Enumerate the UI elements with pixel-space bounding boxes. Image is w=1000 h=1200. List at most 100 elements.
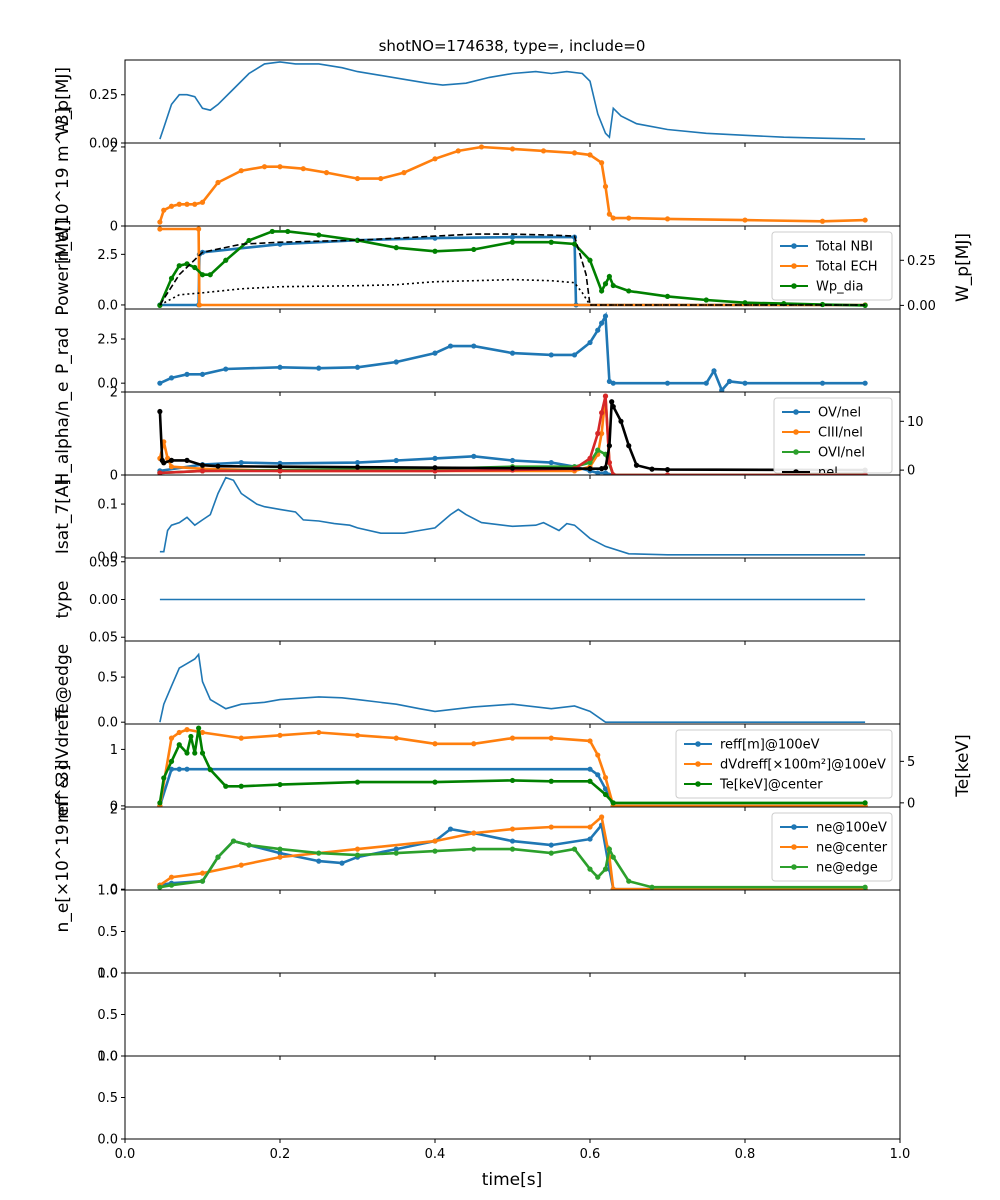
data-point (432, 249, 437, 254)
legend-entry: nel (818, 466, 838, 481)
data-point (339, 861, 344, 866)
data-point (200, 200, 205, 205)
series-group (160, 478, 865, 555)
y2-tick-label: 0.25 (907, 254, 936, 269)
data-point (603, 313, 608, 318)
data-point (169, 736, 174, 741)
series-line-total-nbi (160, 237, 865, 305)
data-point (607, 212, 612, 217)
data-point (200, 272, 205, 277)
data-point (510, 146, 515, 151)
y-tick-label: 0.1 (97, 498, 118, 513)
data-point (572, 847, 577, 852)
data-point (394, 851, 399, 856)
data-point (599, 288, 604, 293)
y2-tick-label: 10 (907, 415, 924, 430)
data-point (188, 734, 193, 739)
data-point (863, 381, 868, 386)
data-point (184, 727, 189, 732)
y-tick-label: 0 (110, 220, 118, 235)
data-point (572, 241, 577, 246)
data-point (192, 265, 197, 270)
data-point (510, 466, 515, 471)
legend-marker (695, 741, 701, 747)
y2-tick-label: 0.00 (907, 299, 936, 314)
data-point (618, 419, 623, 424)
data-point (215, 180, 220, 185)
data-point (355, 733, 360, 738)
data-point (510, 826, 515, 831)
data-point (277, 782, 282, 787)
data-point (742, 217, 747, 222)
data-point (603, 394, 608, 399)
data-point (626, 443, 631, 448)
data-point (355, 460, 360, 465)
data-point (277, 847, 282, 852)
data-point (432, 741, 437, 746)
legend-entry: Te[keV]@center (719, 778, 823, 793)
y-axis-label: Power[MW] (53, 219, 73, 315)
axes-frame (125, 60, 900, 143)
data-point (161, 460, 166, 465)
data-point (471, 343, 476, 348)
data-point (215, 855, 220, 860)
series-group (160, 655, 865, 723)
axes-frame (125, 641, 900, 724)
data-point (649, 467, 654, 472)
data-point (316, 851, 321, 856)
data-point (432, 456, 437, 461)
data-point (239, 168, 244, 173)
data-point (510, 351, 515, 356)
data-point (863, 800, 868, 805)
subplot-type: 0.050.000.05type (53, 555, 900, 645)
data-point (184, 202, 189, 207)
y-tick-label: 0.0 (97, 298, 118, 313)
data-point (607, 847, 612, 852)
data-point (479, 144, 484, 149)
data-point (262, 164, 267, 169)
y-tick-label: 2.5 (97, 333, 118, 348)
data-point (200, 871, 205, 876)
data-point (549, 736, 554, 741)
legend-marker (695, 761, 701, 767)
data-point (394, 245, 399, 250)
data-point (223, 784, 228, 789)
data-point (510, 778, 515, 783)
data-point (541, 148, 546, 153)
data-point (169, 204, 174, 209)
y-axis-label: type (53, 581, 73, 619)
axes-frame (125, 309, 900, 392)
y-axis-label: n_e[×10^19 m^-3] (53, 765, 73, 933)
data-point (587, 824, 592, 829)
data-point (239, 460, 244, 465)
series-group (157, 144, 867, 224)
y2-tick-label: 0 (907, 464, 915, 479)
y-tick-label: 2.5 (97, 248, 118, 263)
data-point (432, 465, 437, 470)
data-point (157, 885, 162, 890)
legend-entry: Total ECH (815, 260, 878, 275)
data-point (603, 184, 608, 189)
data-point (208, 767, 213, 772)
data-point (448, 826, 453, 831)
y-tick-label: 2 (110, 386, 118, 401)
subplot-stack: 0.000.25W_p[MJ]02n_e[10^19 m^-3]0.02.50.… (53, 60, 973, 1162)
data-point (177, 742, 182, 747)
data-point (595, 875, 600, 880)
data-point (285, 229, 290, 234)
data-point (704, 297, 709, 302)
y-tick-label: 0.00 (89, 593, 118, 608)
subplot-empty1: 0.00.51.0 (97, 884, 900, 982)
data-point (432, 780, 437, 785)
data-point (246, 238, 251, 243)
y-tick-label: 0 (110, 469, 118, 484)
data-point (510, 458, 515, 463)
data-point (316, 730, 321, 735)
data-point (599, 410, 604, 415)
data-point (665, 467, 670, 472)
y-axis-label: P_rad (53, 327, 73, 374)
y-axis-label: H_alpha/n_e (53, 382, 73, 486)
series-group (160, 62, 865, 139)
data-point (603, 792, 608, 797)
data-point (587, 456, 592, 461)
